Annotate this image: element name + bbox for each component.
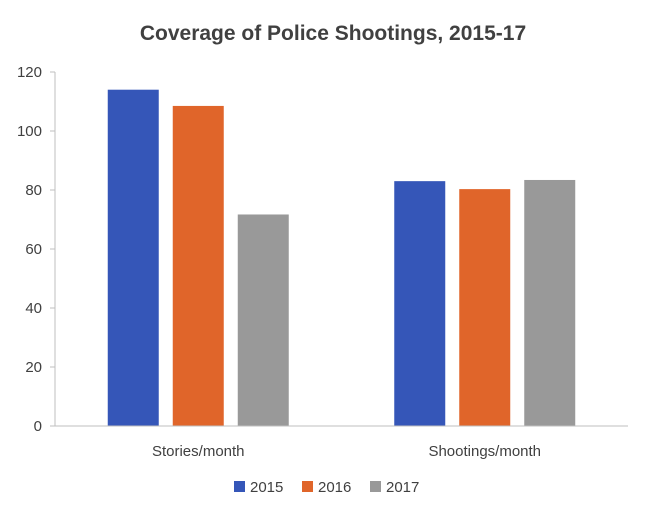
legend-label-2016: 2016 (318, 479, 351, 496)
legend: 2015 2016 2017 (234, 479, 419, 496)
y-tick-label: 60 (25, 241, 42, 258)
x-axis: Stories/month Shootings/month (55, 425, 628, 460)
y-tick-label: 120 (17, 64, 42, 81)
chart-title: Coverage of Police Shootings, 2015-17 (140, 22, 526, 45)
bar-2015-stories-month (107, 89, 159, 426)
y-tick-label: 100 (17, 123, 42, 140)
y-axis: 0 20 40 60 80 100 120 (17, 64, 56, 435)
y-tick-label: 80 (25, 182, 42, 199)
legend-swatch-2017 (370, 481, 381, 492)
y-tick-label: 40 (25, 300, 42, 317)
y-tick-label: 0 (34, 418, 42, 435)
legend-label-2015: 2015 (250, 479, 283, 496)
bar-2017-shootings-month (524, 179, 576, 426)
y-tick-label: 20 (25, 359, 42, 376)
legend-swatch-2015 (234, 481, 245, 492)
bar-2016-shootings-month (459, 189, 511, 426)
bar-2017-stories-month (237, 214, 289, 426)
bar-2016-stories-month (172, 105, 224, 427)
legend-swatch-2016 (302, 481, 313, 492)
x-category-label: Shootings/month (428, 443, 541, 460)
x-category-label: Stories/month (152, 443, 245, 460)
bars (107, 89, 576, 427)
legend-label-2017: 2017 (386, 479, 419, 496)
bar-2015-shootings-month (394, 181, 446, 426)
